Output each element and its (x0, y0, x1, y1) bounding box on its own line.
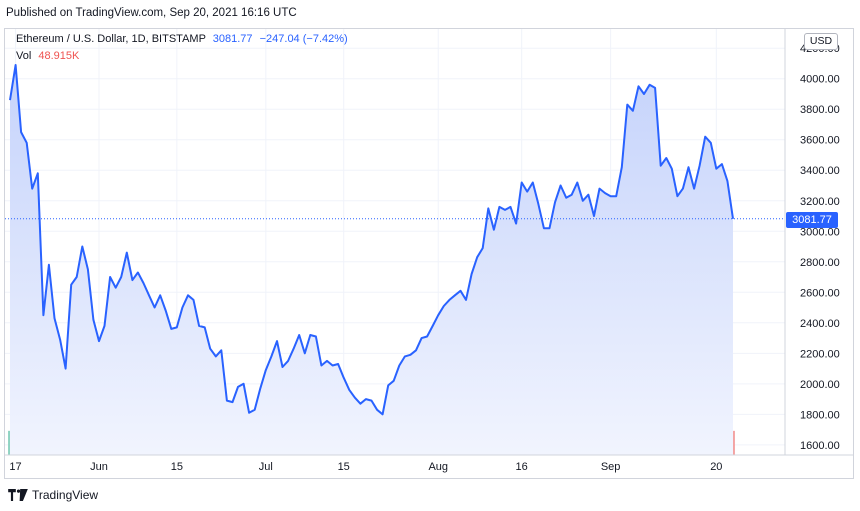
y-tick-label: 4000.00 (800, 74, 840, 86)
x-tick-label: 16 (516, 461, 528, 473)
x-tick-label: Aug (428, 461, 448, 473)
y-tick-label: 3600.00 (800, 135, 840, 147)
price-line[interactable] (9, 64, 734, 416)
volume-value: 48.915K (38, 50, 80, 62)
y-tick-label: 3400.00 (800, 165, 840, 177)
currency-button[interactable]: USD (804, 33, 838, 50)
footer-brand[interactable]: TradingView (8, 488, 98, 502)
x-tick-label: Jun (90, 461, 108, 473)
y-tick-label: 1600.00 (800, 440, 840, 452)
time-axis[interactable]: 17 Jun 15 Jul 15 Aug 16 Sep 20 (9, 461, 722, 473)
y-tick-label: 3200.00 (800, 196, 840, 208)
x-tick-label: Jul (259, 461, 273, 473)
y-tick-label: 2600.00 (800, 287, 840, 299)
legend-change: −247.04 (−7.42%) (259, 33, 348, 45)
x-tick-label: Sep (601, 461, 621, 473)
x-tick-label: 20 (710, 461, 722, 473)
x-tick-label: 15 (171, 461, 183, 473)
symbol-title[interactable]: Ethereum / U.S. Dollar, 1D, BITSTAMP (16, 33, 206, 45)
y-tick-label: 2400.00 (800, 318, 840, 330)
y-tick-label: 2200.00 (800, 348, 840, 360)
volume-label[interactable]: Vol (16, 50, 32, 62)
published-note: Published on TradingView.com, Sep 20, 20… (6, 7, 297, 19)
last-price-tag: 3081.77 (786, 212, 838, 228)
x-tick-label: 17 (9, 461, 21, 473)
chart-frame (4, 28, 854, 479)
tradingview-logo-icon (8, 489, 28, 501)
price-area-fill (10, 65, 733, 455)
y-tick-label: 1800.00 (800, 409, 840, 421)
y-tick-label: 3800.00 (800, 104, 840, 116)
brand-name: TradingView (32, 488, 99, 502)
legend-price: 3081.77 (212, 33, 253, 45)
volume-legend: Vol 48.915K (16, 50, 79, 62)
price-axis[interactable]: 1600.00 1800.00 2000.00 2200.00 2400.00 2600.… (800, 43, 840, 452)
y-tick-label: 2800.00 (800, 257, 840, 269)
y-tick-label: 2000.00 (800, 379, 840, 391)
symbol-legend: Ethereum / U.S. Dollar, 1D, BITSTAMP 308… (16, 33, 348, 45)
y-tick-label: 3000.00 (800, 226, 840, 238)
x-tick-label: 15 (338, 461, 350, 473)
